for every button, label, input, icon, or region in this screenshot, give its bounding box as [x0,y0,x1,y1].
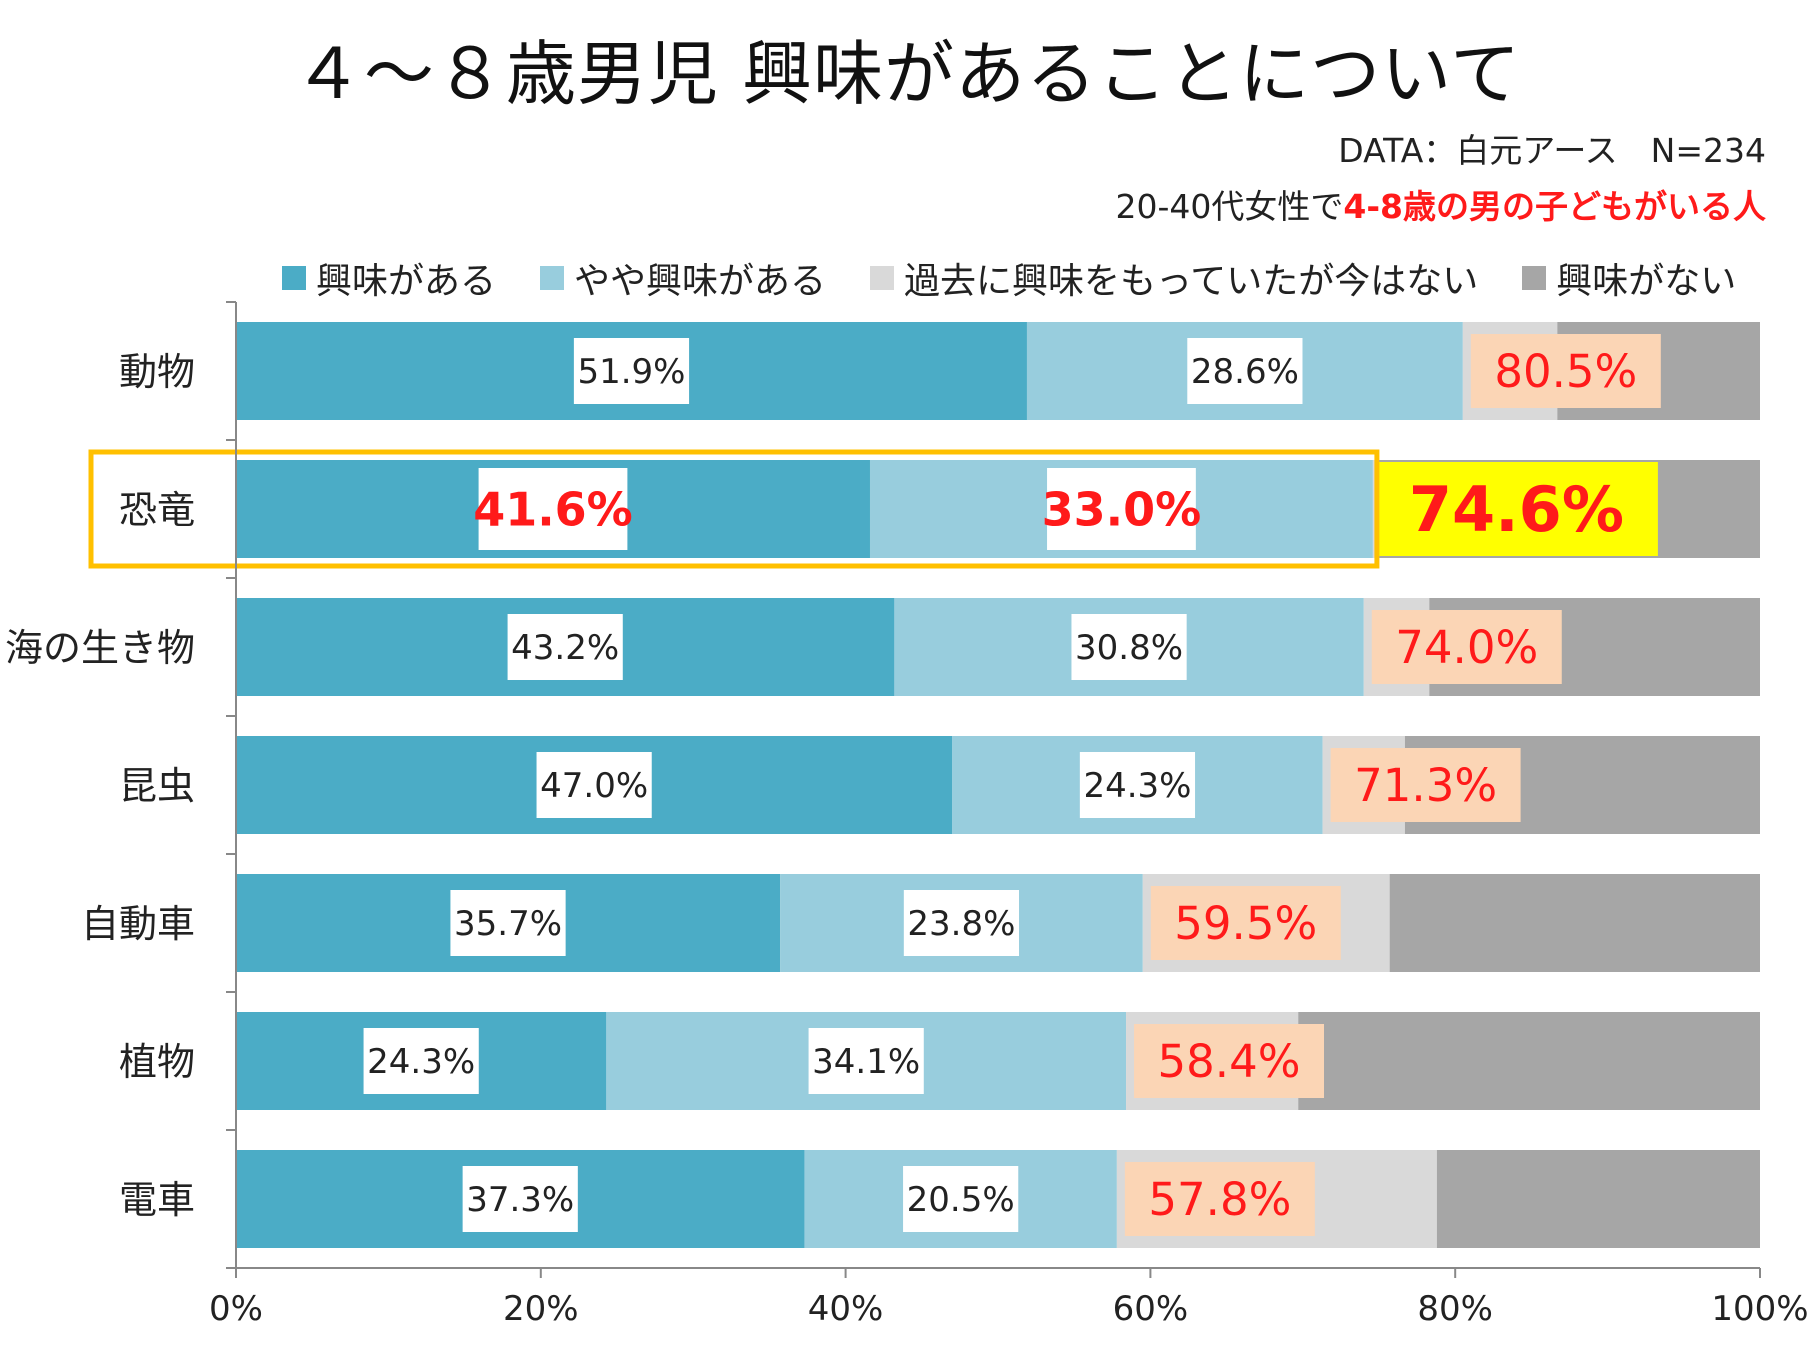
label-somewhat-6-bg [903,1166,1019,1232]
label-somewhat-3: 24.3% [1083,766,1191,806]
highlight-frame-1 [88,449,1380,569]
category-label-2: 海の生き物 [5,626,195,670]
bar-not-5 [1298,1012,1760,1110]
legend-label-interested: 興味がある [316,261,497,302]
label-interested-6-bg [462,1166,578,1232]
label-interested-3: 47.0% [540,766,648,806]
legend-item-interested: 興味がある [282,252,496,304]
legend-swatch-somewhat [540,266,565,290]
legend-label-somewhat: やや興味がある [574,261,827,302]
respondent-emphasis: 4-8歳の男の子どもがいる人 [1343,187,1766,226]
label-interested-2-bg [507,614,623,680]
total-label-5: 58.4% [1158,1035,1301,1088]
legend-item-past: 過去に興味をもっていたが今はない [870,252,1478,304]
x-tick-label-5: 100% [1711,1289,1808,1329]
x-tick-label-2: 40% [808,1289,884,1329]
category-label-1: 恐竜 [119,488,195,532]
bar-not-6 [1436,1150,1760,1248]
chart-title: ４～８歳男児 興味があることについて [292,33,1522,115]
label-somewhat-3-bg [1079,752,1196,818]
legend-swatch-past [870,266,895,290]
x-tick-label-3: 60% [1113,1289,1189,1329]
label-somewhat-2-bg [1071,614,1187,680]
respondent-prefix: 20-40代女性で [1115,187,1344,226]
total-label-bg-0 [1470,334,1661,408]
legend-swatch-interested [282,266,306,290]
total-label-6: 57.8% [1148,1173,1291,1226]
label-somewhat-0-bg [1187,338,1303,404]
category-label-4: 自動車 [81,902,195,946]
label-interested-6: 37.3% [466,1180,574,1220]
x-tick-label-0: 0% [209,1289,263,1329]
label-somewhat-0: 28.6% [1191,352,1299,392]
label-interested-0-bg [573,338,690,404]
total-label-bg-4 [1150,886,1341,960]
label-interested-5-bg [363,1028,479,1094]
label-somewhat-1: 33.0% [1042,483,1202,537]
total-label-0: 80.5% [1494,345,1637,398]
label-somewhat-4: 23.8% [907,904,1015,944]
category-label-6: 電車 [119,1178,195,1222]
category-label-0: 動物 [119,350,195,394]
legend-item-not: 興味がない [1522,252,1736,304]
label-interested-1-bg [478,468,628,550]
x-tick-label-1: 20% [503,1289,579,1329]
legend: 興味がある やや興味がある 過去に興味をもっていたが今はない 興味がない [282,252,1736,304]
label-somewhat-5-bg [808,1028,924,1094]
bar-not-4 [1389,874,1760,972]
total-label-bg-5 [1134,1024,1325,1098]
total-label-3: 71.3% [1354,759,1497,812]
label-interested-0: 51.9% [577,352,685,392]
label-interested-4: 35.7% [454,904,562,944]
label-interested-4-bg [450,890,566,956]
legend-label-past: 過去に興味をもっていたが今はない [904,261,1479,302]
label-somewhat-1-bg [1047,468,1196,550]
category-label-5: 植物 [119,1040,195,1084]
label-somewhat-5: 34.1% [812,1042,920,1082]
total-label-bg-3 [1330,748,1521,822]
legend-item-somewhat: やや興味がある [540,252,826,304]
legend-label-not: 興味がない [1556,261,1737,302]
label-somewhat-6: 20.5% [907,1180,1015,1220]
label-interested-3-bg [536,752,652,818]
label-interested-2: 43.2% [511,628,619,668]
category-label-3: 昆虫 [119,764,195,808]
x-tick-label-4: 80% [1417,1289,1493,1329]
data-source: DATA：白元アース N=234 [1338,131,1766,170]
label-somewhat-2: 30.8% [1075,628,1183,668]
label-interested-1: 41.6% [473,483,633,537]
total-label-4: 59.5% [1174,897,1317,950]
total-label-1: 74.6% [1409,473,1624,546]
label-interested-5: 24.3% [367,1042,475,1082]
label-somewhat-4-bg [903,890,1020,956]
total-label-bg-6 [1124,1162,1315,1236]
legend-swatch-not [1522,266,1547,290]
total-label-bg-2 [1371,610,1562,684]
respondent-description: 20-40代女性で4-8歳の男の子どもがいる人 [1115,180,1766,228]
total-highlight-bg-1 [1374,462,1658,556]
total-label-2: 74.0% [1395,621,1538,674]
